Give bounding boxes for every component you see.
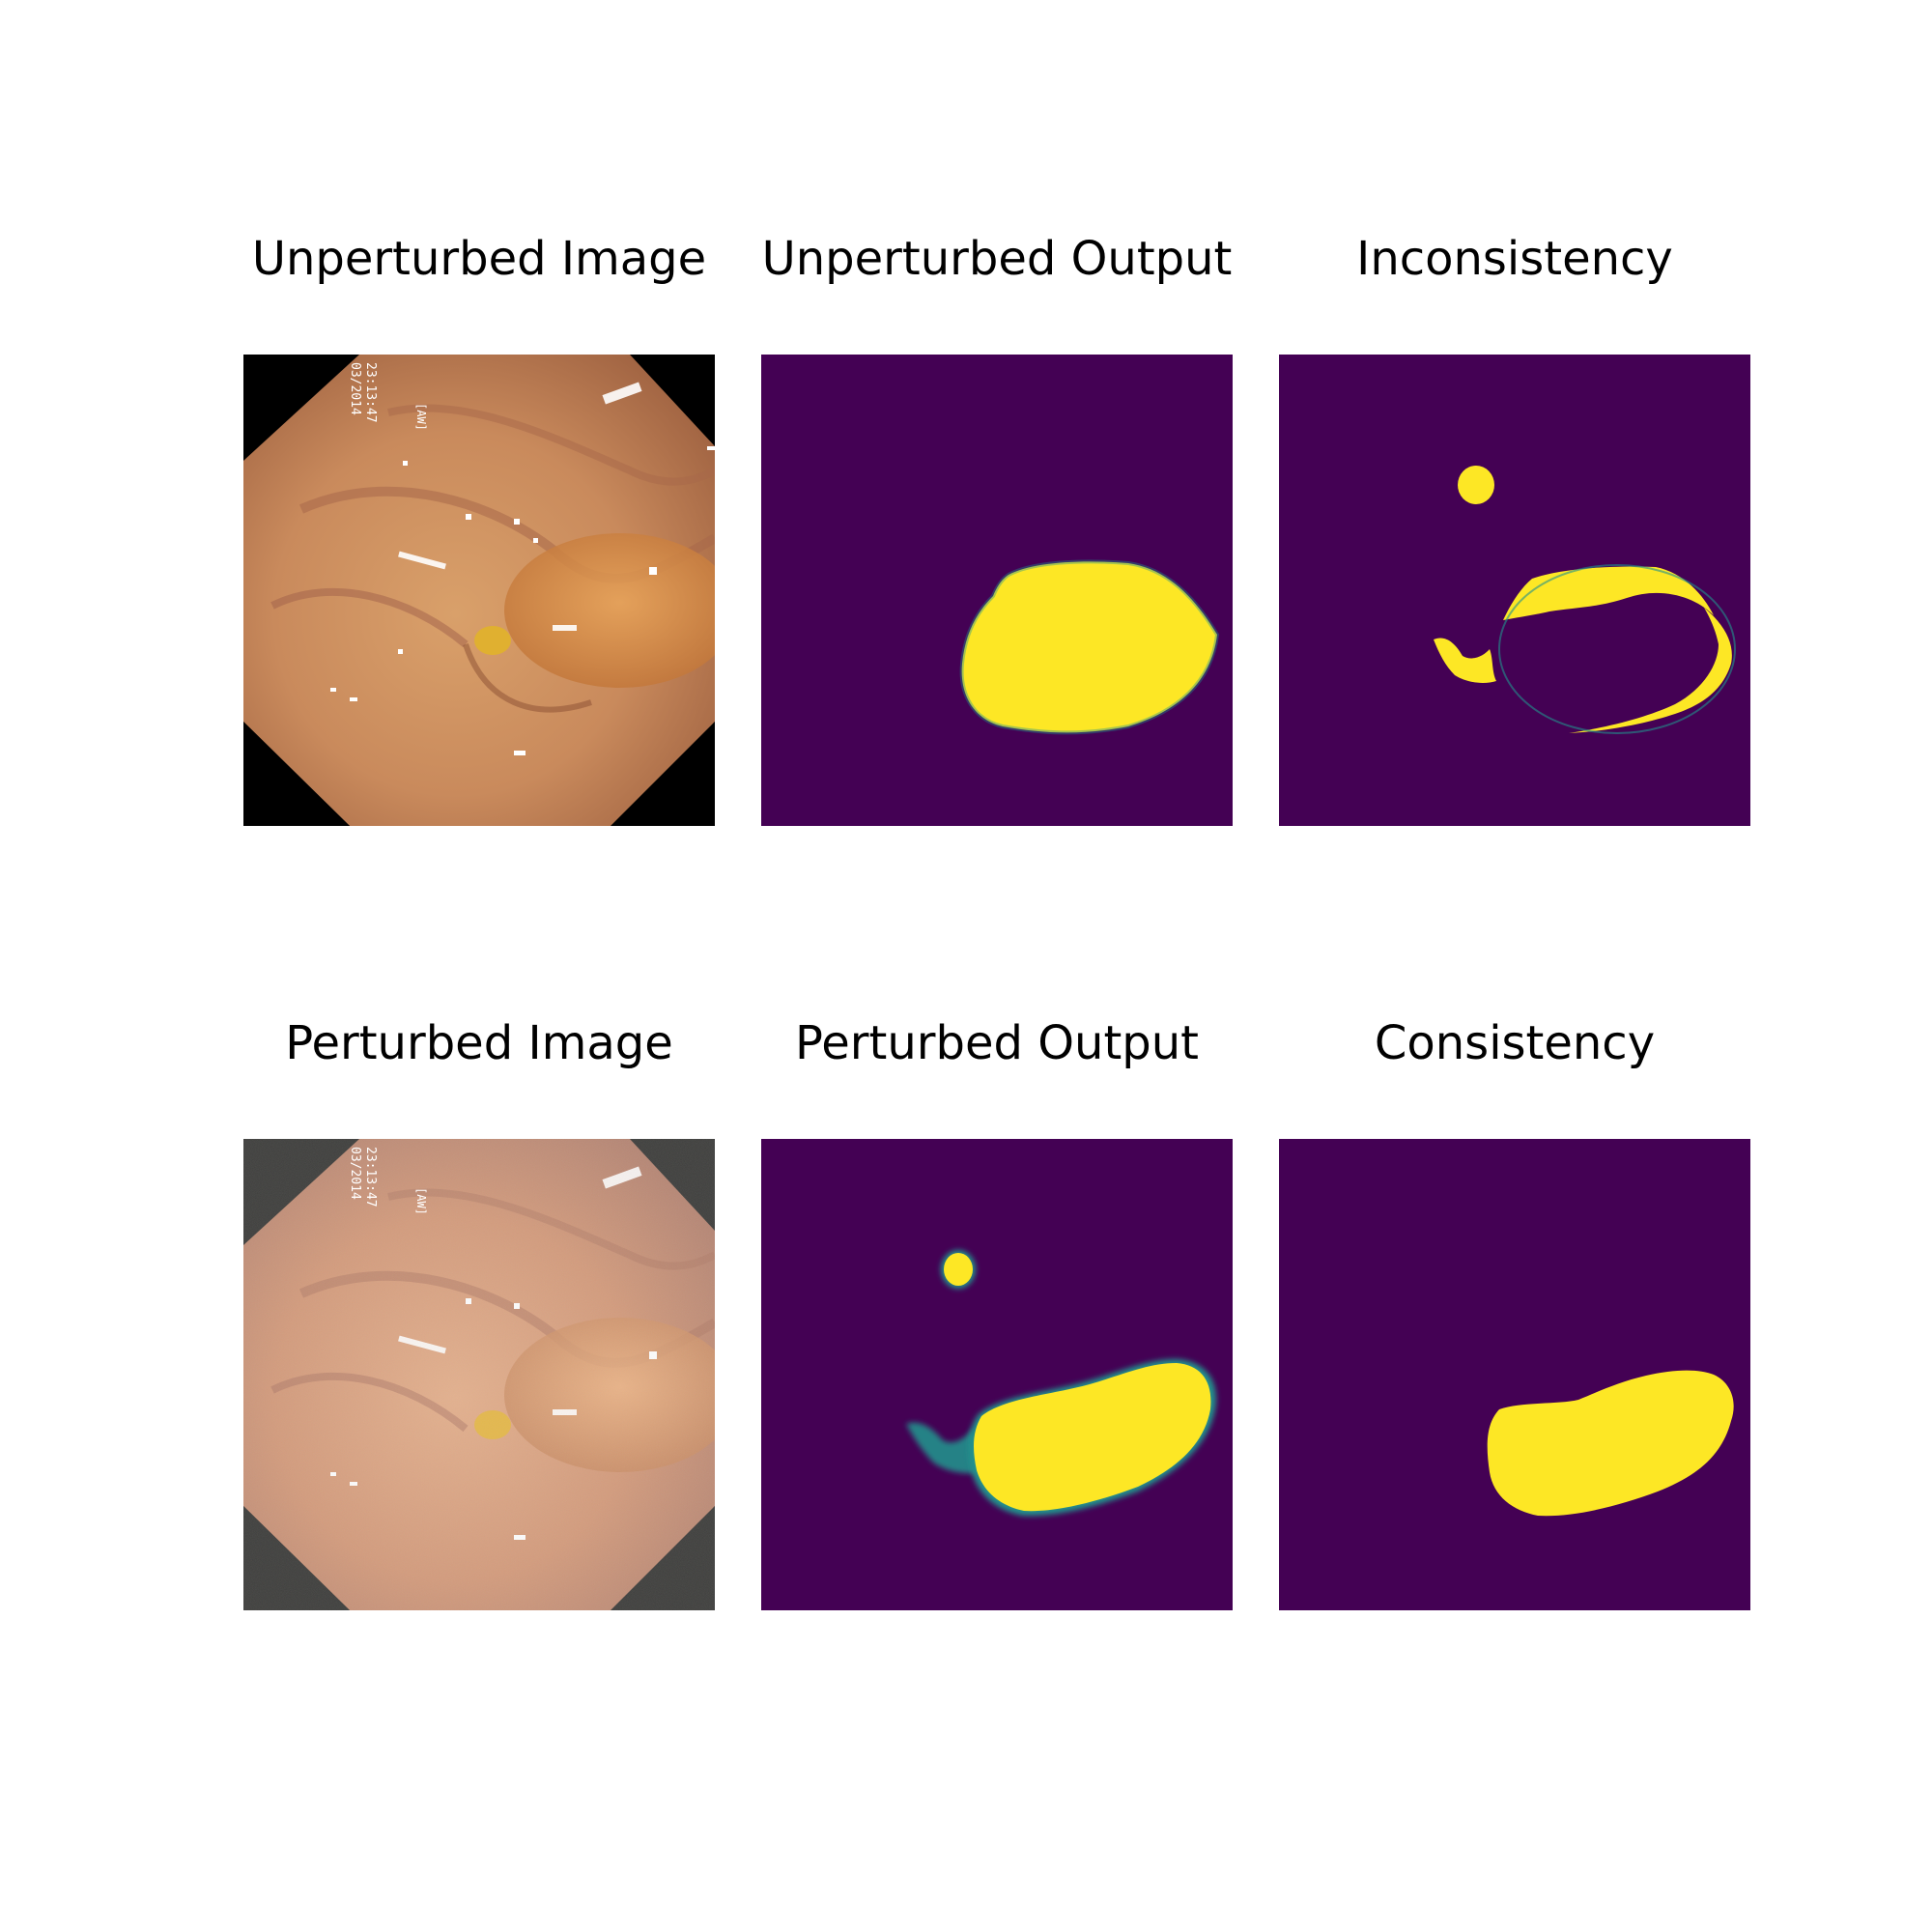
noisy-endoscopy-image: 03/2014 23:13:47 [AW] bbox=[243, 1139, 715, 1610]
consistency-mask bbox=[1279, 1139, 1750, 1610]
segmentation-mask bbox=[761, 355, 1233, 826]
polyp-mask-region bbox=[959, 559, 1220, 735]
title-perturbed-output: Perturbed Output bbox=[795, 1016, 1199, 1070]
unperturbed-image-panel: 03/2014 23:13:47 [AW] bbox=[243, 355, 715, 826]
title-unperturbed-image: Unperturbed Image bbox=[251, 232, 707, 286]
time-overlay-text: 23:13:47 bbox=[363, 1147, 378, 1208]
inconsistency-panel bbox=[1279, 355, 1750, 826]
left-difference-blob bbox=[1434, 638, 1496, 683]
segmentation-mask bbox=[761, 1139, 1233, 1610]
perturbed-image-panel: 03/2014 23:13:47 [AW] bbox=[243, 1139, 715, 1610]
upper-difference-region bbox=[1503, 566, 1714, 620]
perturbed-output-panel bbox=[761, 1139, 1233, 1610]
unperturbed-output-panel bbox=[761, 355, 1233, 826]
title-consistency: Consistency bbox=[1374, 1016, 1656, 1070]
title-unperturbed-output: Unperturbed Output bbox=[761, 232, 1233, 286]
polyp-mask-region bbox=[974, 1363, 1211, 1512]
endoscopy-image: 03/2014 23:13:47 [AW] bbox=[243, 355, 715, 826]
mode-overlay-text: [AW] bbox=[414, 1187, 428, 1215]
title-inconsistency: Inconsistency bbox=[1356, 232, 1673, 286]
right-edge-difference bbox=[1569, 608, 1732, 733]
consistent-region bbox=[1487, 1370, 1734, 1517]
time-overlay-text: 23:13:47 bbox=[363, 362, 378, 423]
consistency-panel bbox=[1279, 1139, 1750, 1610]
date-overlay-text: 03/2014 bbox=[348, 362, 362, 415]
difference-mask bbox=[1279, 355, 1750, 826]
false-positive-blob bbox=[944, 1253, 973, 1286]
date-overlay-text: 03/2014 bbox=[348, 1147, 362, 1200]
mode-overlay-text: [AW] bbox=[414, 403, 428, 431]
title-perturbed-image: Perturbed Image bbox=[285, 1016, 673, 1070]
false-positive-blob bbox=[1458, 466, 1494, 504]
